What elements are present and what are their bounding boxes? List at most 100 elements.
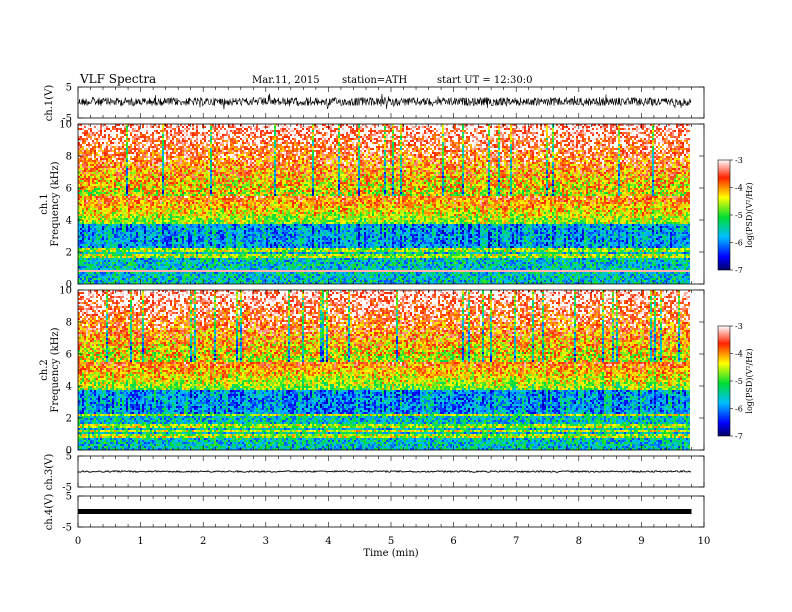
ch1-spectrogram-cell xyxy=(84,128,86,130)
ch1-spectrogram-cell xyxy=(266,126,268,128)
ch1-spectrogram-cell xyxy=(500,128,502,130)
ch1-spectrogram-cell xyxy=(204,126,206,128)
ch1-spectrogram-cell xyxy=(336,128,338,130)
ch1-spectrogram-cell xyxy=(474,126,476,128)
ch1-spectrogram-cell xyxy=(300,128,302,130)
ch1-spectrogram-cell xyxy=(310,128,312,130)
ch1-spectrogram-cell xyxy=(470,126,472,128)
ch1-spectrogram-cell xyxy=(136,128,138,130)
ch1-spectrogram-cell xyxy=(554,126,556,128)
ch1-spectrogram-cell xyxy=(288,128,290,130)
ch1-spectrogram-cell xyxy=(218,126,220,128)
ch1-spectrogram-cell xyxy=(414,128,416,130)
ch1-spectrogram-cell xyxy=(556,126,558,128)
ch1-spectrogram-cell xyxy=(94,126,96,128)
ch1-spectrogram-cell xyxy=(294,126,296,128)
ch1-spectrogram-cell xyxy=(108,128,110,130)
ch1-spectrogram-cell xyxy=(424,126,426,128)
ch1-spectrogram-cell xyxy=(544,126,546,128)
ch1-spectrogram-cell xyxy=(200,128,202,130)
ch1-spectrogram-cell xyxy=(394,126,396,128)
ch1-spectrogram-cell xyxy=(246,126,248,128)
ch1-spectrogram-cell xyxy=(274,128,276,130)
ch1-spectrogram-cell xyxy=(342,128,344,130)
ch1-spectrogram-cell xyxy=(456,128,458,130)
ch1-spectrogram-cell xyxy=(350,128,352,130)
ch1-spectrogram-cell xyxy=(472,128,474,130)
ch1-spectrogram-cell xyxy=(200,126,202,128)
ch1-spectrogram-cell xyxy=(428,128,430,130)
ch1-spectrogram-cell xyxy=(486,128,488,130)
ch1-spectrogram-cell xyxy=(436,126,438,128)
ch1-spectrogram-cell xyxy=(536,126,538,128)
ch1-spectrogram-cell xyxy=(298,126,300,128)
ch1-spectrogram-cell xyxy=(322,128,324,130)
ch1-spectrogram-cell xyxy=(482,128,484,130)
ch1-spectrogram-cell xyxy=(158,126,160,128)
ch1-spectrogram-cell xyxy=(146,126,148,128)
ch1-spectrogram-cell xyxy=(268,128,270,130)
ch1-spectrogram-cell xyxy=(580,126,582,128)
ch1-spectrogram-cell xyxy=(262,126,264,128)
ch1-spectrogram-cell xyxy=(106,128,108,130)
ch1-spectrogram-cell xyxy=(406,128,408,130)
ch1-spectrogram-cell xyxy=(180,128,182,130)
ch1-spectrogram-cell xyxy=(384,126,386,128)
ch1-spectrogram-cell xyxy=(662,126,664,128)
ch1-spectrogram-cell xyxy=(686,126,688,128)
ch1-spectrogram-cell xyxy=(370,126,372,128)
ch1-spectrogram-cells xyxy=(78,124,690,284)
ch1-spectrogram-cell xyxy=(380,126,382,128)
ch1-spectrogram-cell xyxy=(446,128,448,130)
ch1-spectrogram-cell xyxy=(128,128,130,130)
ch1-spectrogram-cell xyxy=(364,128,366,130)
ch1-spectrogram-cell xyxy=(512,126,514,128)
ch1-spectrogram-cell xyxy=(488,128,490,130)
ch1-spectrogram-cell xyxy=(448,128,450,130)
ch1-spectrogram-cell xyxy=(122,126,124,128)
ch1-spectrogram-cell xyxy=(222,128,224,130)
ch1-spectrogram-cell xyxy=(434,128,436,130)
ch1-spectrogram-cell xyxy=(634,126,636,128)
ch1-spectrogram-cell xyxy=(584,126,586,128)
ch1-spectrogram-cell xyxy=(96,128,98,130)
ch1-spectrogram-cell xyxy=(98,128,100,130)
ch1-spectrogram-cell xyxy=(268,126,270,128)
ch1-spectrogram-cell xyxy=(86,128,88,130)
ch1-spectrogram-cell xyxy=(176,126,178,128)
ch1-spectrogram-cell xyxy=(82,128,84,130)
ch1-spectrogram-cell xyxy=(288,126,290,128)
ch1-spectrogram-cell xyxy=(356,128,358,130)
ch1-spectrogram-cell xyxy=(618,126,620,128)
ch1-spectrogram-cell xyxy=(470,128,472,130)
ch1-spectrogram-cell xyxy=(132,126,134,128)
ch1-spectrogram-cell xyxy=(266,128,268,130)
ch1-spectrogram-cell xyxy=(514,128,516,130)
ch1-spectrogram-cell xyxy=(124,128,126,130)
ch1-spectrogram-cell xyxy=(416,128,418,130)
ch1-spectrogram-cell xyxy=(430,126,432,128)
ch1-waveform-ytick-label: 5 xyxy=(66,83,72,94)
ch1-spectrogram-cell xyxy=(184,126,186,128)
ch1-spectrogram-cell xyxy=(228,128,230,130)
ch1-spectrogram-cell xyxy=(574,126,576,128)
ch1-spectrogram-cell xyxy=(162,128,164,130)
ch1-spectrogram-cell xyxy=(462,126,464,128)
ch1-spectrogram-cell xyxy=(476,128,478,130)
ch1-spectrogram-cell xyxy=(308,126,310,128)
ch1-spectrogram-cell xyxy=(144,128,146,130)
ch1-spectrogram-cell xyxy=(520,126,522,128)
ch1-spectrogram-cell xyxy=(232,128,234,130)
ch1-spectrogram-cell xyxy=(278,128,280,130)
ch1-spectrogram-cell xyxy=(526,128,528,130)
ch1-spectrogram-cell xyxy=(110,128,112,130)
ch1-spectrogram-cell xyxy=(120,128,122,130)
ch1-spectrogram-cell xyxy=(582,126,584,128)
ch1-spectrogram-cell xyxy=(314,128,316,130)
ch1-spectrogram-cell xyxy=(284,128,286,130)
ch1-spectrogram-cell xyxy=(330,128,332,130)
ch1-spectrogram-cell xyxy=(414,126,416,128)
ch1-spectrogram-cell xyxy=(420,128,422,130)
ch1-spectrogram-cell xyxy=(484,126,486,128)
ch1-spectrogram-cell xyxy=(188,128,190,130)
